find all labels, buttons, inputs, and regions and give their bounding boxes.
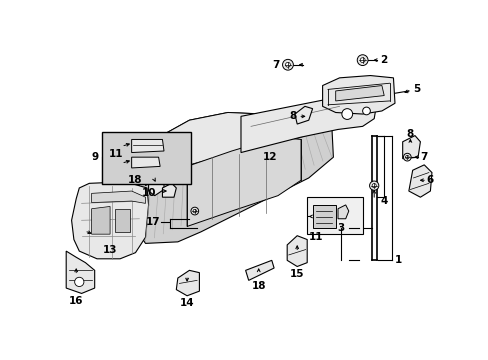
Polygon shape xyxy=(162,183,176,197)
Circle shape xyxy=(371,184,375,188)
Circle shape xyxy=(193,209,196,213)
Circle shape xyxy=(362,107,369,115)
Polygon shape xyxy=(337,205,348,219)
Text: 8: 8 xyxy=(406,129,413,139)
Text: 14: 14 xyxy=(180,298,194,309)
Polygon shape xyxy=(294,106,312,124)
Polygon shape xyxy=(322,76,394,114)
Text: 7: 7 xyxy=(272,60,280,70)
Polygon shape xyxy=(115,209,130,232)
Circle shape xyxy=(190,207,198,215)
Polygon shape xyxy=(131,157,160,168)
Text: 2: 2 xyxy=(380,55,387,65)
Polygon shape xyxy=(176,270,199,296)
Text: 4: 4 xyxy=(380,196,387,206)
Text: 6: 6 xyxy=(426,175,433,185)
Polygon shape xyxy=(66,251,95,293)
Polygon shape xyxy=(408,165,431,197)
Text: 5: 5 xyxy=(412,84,419,94)
Text: 15: 15 xyxy=(289,269,304,279)
Polygon shape xyxy=(148,170,163,195)
Circle shape xyxy=(285,62,290,67)
Text: 12: 12 xyxy=(263,152,277,162)
Polygon shape xyxy=(71,182,148,259)
Polygon shape xyxy=(154,112,331,172)
Text: 13: 13 xyxy=(102,244,117,255)
Polygon shape xyxy=(91,206,110,234)
Polygon shape xyxy=(187,137,301,226)
Circle shape xyxy=(75,277,84,287)
Text: 18: 18 xyxy=(128,175,142,185)
Text: 11: 11 xyxy=(308,232,323,242)
Text: 3: 3 xyxy=(337,223,344,233)
Polygon shape xyxy=(286,236,306,266)
Text: 18: 18 xyxy=(251,281,265,291)
Polygon shape xyxy=(131,139,163,153)
Circle shape xyxy=(403,153,410,161)
Text: 10: 10 xyxy=(141,188,156,198)
Text: 17: 17 xyxy=(145,217,160,227)
Polygon shape xyxy=(402,136,420,159)
Circle shape xyxy=(360,58,365,63)
FancyBboxPatch shape xyxy=(102,132,190,184)
Circle shape xyxy=(357,55,367,66)
Text: 7: 7 xyxy=(420,152,427,162)
Text: 8: 8 xyxy=(289,111,296,121)
Circle shape xyxy=(405,156,408,159)
Polygon shape xyxy=(245,260,274,280)
Polygon shape xyxy=(145,134,187,186)
FancyBboxPatch shape xyxy=(306,197,362,234)
Polygon shape xyxy=(241,97,376,153)
Polygon shape xyxy=(312,205,335,228)
Circle shape xyxy=(369,181,378,190)
Text: 11: 11 xyxy=(109,149,123,159)
Circle shape xyxy=(282,59,293,70)
Polygon shape xyxy=(335,86,384,101)
Text: 1: 1 xyxy=(394,255,401,265)
Text: 9: 9 xyxy=(91,152,98,162)
Polygon shape xyxy=(139,112,333,243)
Text: 16: 16 xyxy=(69,296,83,306)
Polygon shape xyxy=(91,191,145,203)
Circle shape xyxy=(341,109,352,120)
